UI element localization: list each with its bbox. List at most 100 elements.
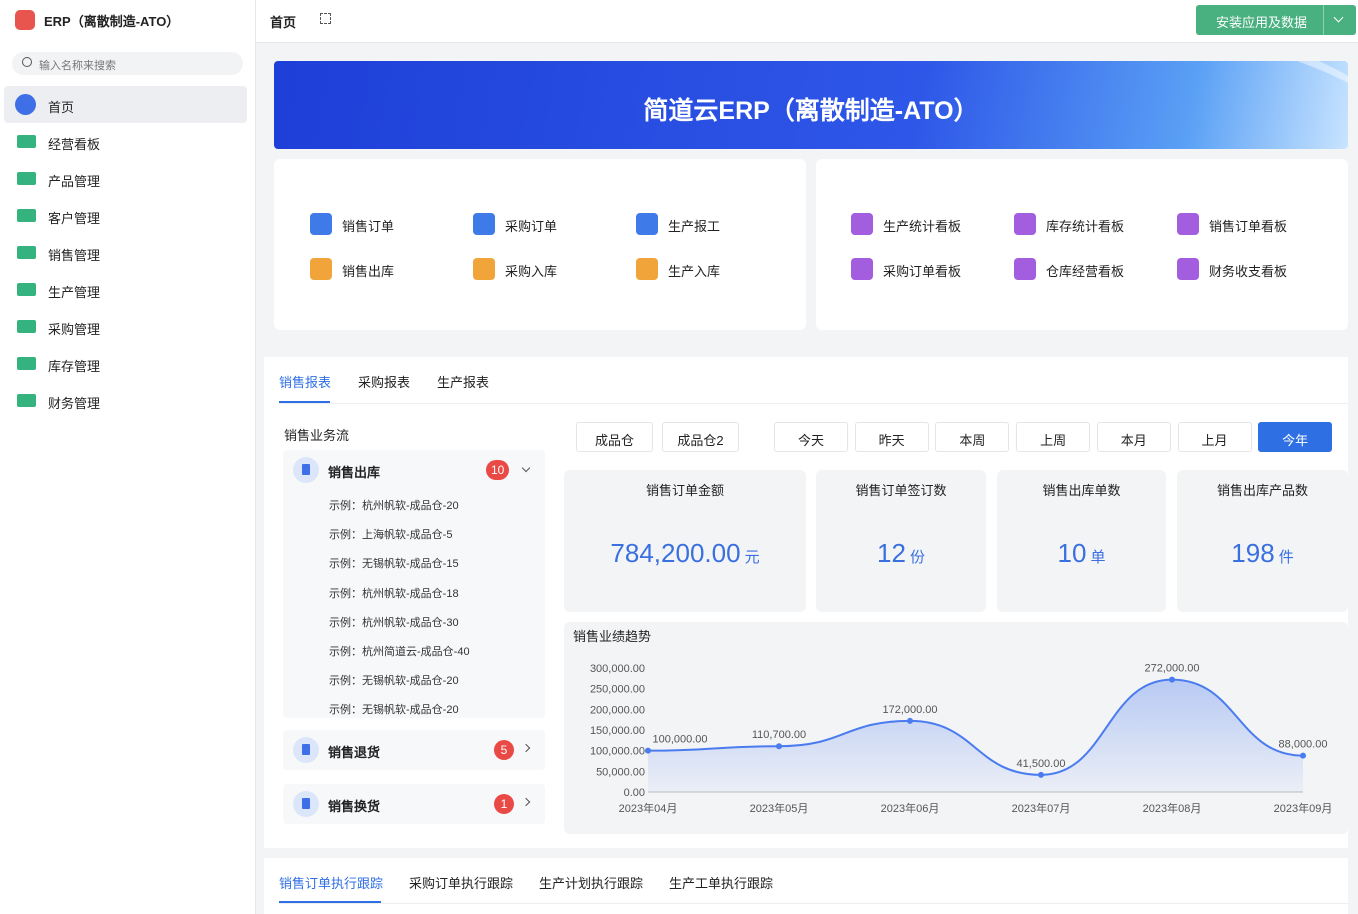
y-tick-label: 0.00 — [624, 787, 645, 799]
period-button[interactable]: 今天 — [774, 422, 848, 452]
value-label: 100,000.00 — [652, 734, 707, 746]
flow-group: 销售退货 5 — [283, 730, 545, 770]
shortcut[interactable]: 生产入库 — [636, 257, 786, 281]
icon — [310, 258, 332, 280]
install-button[interactable]: 安装应用及数据 — [1196, 5, 1356, 35]
icon — [473, 258, 495, 280]
shortcut-label: 销售出库 — [342, 264, 395, 279]
point — [776, 743, 782, 750]
report-tab[interactable]: 生产报表 — [437, 375, 490, 390]
shortcut-label: 销售订单 — [342, 219, 395, 234]
report-tab[interactable]: 销售报表 — [279, 375, 332, 390]
area — [648, 679, 1303, 792]
period-button[interactable]: 上月 — [1177, 422, 1252, 452]
kpi-unit: 单 — [1090, 549, 1106, 566]
kpi-value-row: 10 单 — [997, 538, 1166, 569]
flow-group-name[interactable]: 销售出库 — [328, 465, 381, 480]
y-tick-label: 50,000.00 — [596, 766, 645, 778]
warehouse-button[interactable]: 成品仓2 — [662, 422, 739, 452]
flow-item[interactable]: 示例：无锡帆软-成品仓-20 — [329, 704, 459, 717]
icon — [636, 213, 658, 235]
kpi-label: 销售订单签订数 — [855, 483, 947, 498]
flow-group-name[interactable]: 销售换货 — [328, 799, 381, 814]
period-button[interactable]: 今年 — [1258, 422, 1333, 452]
shortcut[interactable]: 销售订单 — [310, 212, 460, 236]
icon — [302, 798, 310, 809]
kpi-unit: 件 — [1278, 549, 1294, 566]
report-tab[interactable]: 采购报表 — [358, 375, 411, 390]
shortcut[interactable]: 采购订单看板 — [851, 257, 1001, 281]
icon — [473, 213, 495, 235]
shortcut[interactable]: 生产统计看板 — [851, 212, 1001, 236]
shortcut[interactable]: 销售出库 — [310, 257, 460, 281]
period-label: 昨天 — [878, 433, 905, 448]
chart-card: 销售业绩趋势 0.00 50,000.00 100,000.00 150,000.00 2… — [564, 622, 1348, 834]
search-box[interactable]: 输入名称来搜索 — [12, 52, 243, 75]
period-button[interactable]: 昨天 — [854, 422, 929, 452]
topbar: 首页 安装应用及数据 — [256, 0, 1358, 43]
sidebar-item[interactable]: 客户管理 — [4, 197, 247, 234]
sidebar-label: 生产管理 — [48, 285, 101, 300]
icon — [636, 258, 658, 280]
icon — [17, 246, 36, 259]
shortcut-label: 库存统计看板 — [1046, 219, 1125, 234]
period-button[interactable]: 本周 — [935, 422, 1010, 452]
shortcut-label: 采购入库 — [505, 264, 558, 279]
period-button[interactable]: 上周 — [1016, 422, 1091, 452]
shortcut[interactable]: 销售订单看板 — [1177, 212, 1327, 236]
point — [1300, 752, 1306, 759]
shortcut[interactable]: 库存统计看板 — [1014, 212, 1164, 236]
x-tick-label: 2023年06月 — [881, 801, 940, 815]
tracking-tab[interactable]: 销售订单执行跟踪 — [279, 876, 384, 891]
shortcut[interactable]: 财务收支看板 — [1177, 257, 1327, 281]
sidebar-item[interactable]: 经营看板 — [4, 123, 247, 160]
x-tick-label: 2023年07月 — [1012, 801, 1071, 815]
tracking-tab[interactable]: 生产工单执行跟踪 — [669, 876, 774, 891]
flow-item[interactable]: 示例：无锡帆软-成品仓-20 — [329, 675, 459, 688]
icon — [279, 901, 381, 903]
warehouse-button[interactable]: 成品仓 — [576, 422, 653, 452]
period-label: 本月 — [1120, 433, 1147, 448]
tracking-tab[interactable]: 采购订单执行跟踪 — [409, 876, 514, 891]
search-placeholder: 输入名称来搜索 — [39, 60, 116, 72]
tracking-tab[interactable]: 生产计划执行跟踪 — [539, 876, 644, 891]
install-label: 安装应用及数据 — [1216, 15, 1308, 30]
shortcut[interactable]: 仓库经营看板 — [1014, 257, 1164, 281]
flow-item[interactable]: 示例：杭州简道云-成品仓-40 — [329, 646, 470, 658]
icon — [15, 10, 35, 30]
sidebar-item[interactable]: 财务管理 — [4, 382, 247, 419]
shortcut[interactable]: 生产报工 — [636, 212, 786, 236]
shortcut-label: 生产统计看板 — [883, 219, 962, 234]
point — [645, 747, 651, 754]
sidebar-item[interactable]: 采购管理 — [4, 308, 247, 345]
shortcut[interactable]: 采购订单 — [473, 212, 623, 236]
y-tick-label: 100,000.00 — [590, 746, 645, 758]
sidebar-item[interactable]: 库存管理 — [4, 345, 247, 382]
breadcrumb: 首页 — [270, 15, 297, 30]
sidebar-item[interactable]: 生产管理 — [4, 271, 247, 308]
value-label: 41,500.00 — [1017, 758, 1066, 770]
shortcut-label: 财务收支看板 — [1209, 264, 1288, 279]
flow-group-name[interactable]: 销售退货 — [328, 745, 381, 760]
flow-item[interactable]: 示例：上海帆软-成品仓-5 — [329, 529, 453, 542]
flow-item[interactable]: 示例：杭州帆软-成品仓-30 — [329, 616, 459, 629]
shortcut[interactable]: 采购入库 — [473, 257, 623, 281]
value-label: 172,000.00 — [882, 704, 937, 716]
kpi-label: 销售出库产品数 — [1216, 483, 1308, 498]
sidebar-item[interactable]: 产品管理 — [4, 160, 247, 197]
sidebar-item[interactable]: 首页 — [4, 86, 247, 123]
shortcut-card: 生产统计看板 库存统计看板 销售订单看板采购订单看板 仓库经营看板 财务收支看板 — [816, 159, 1348, 330]
flow-group: 销售出库 10 示例：杭州帆软-成品仓-20 示例：上海帆软-成品仓-5 示例：无锡帆软… — [283, 450, 545, 718]
flow-item[interactable]: 示例：杭州帆软-成品仓-18 — [329, 587, 459, 600]
icon — [851, 213, 873, 235]
period-button[interactable]: 本月 — [1096, 422, 1171, 452]
sidebar-item[interactable]: 销售管理 — [4, 234, 247, 271]
icon — [521, 743, 531, 753]
icon — [310, 213, 332, 235]
flow-item[interactable]: 示例：杭州帆软-成品仓-20 — [329, 500, 459, 512]
warehouse-label: 成品仓2 — [677, 433, 724, 448]
icon — [851, 258, 873, 280]
icon — [17, 172, 36, 185]
flow-item[interactable]: 示例：无锡帆软-成品仓-15 — [329, 558, 459, 571]
